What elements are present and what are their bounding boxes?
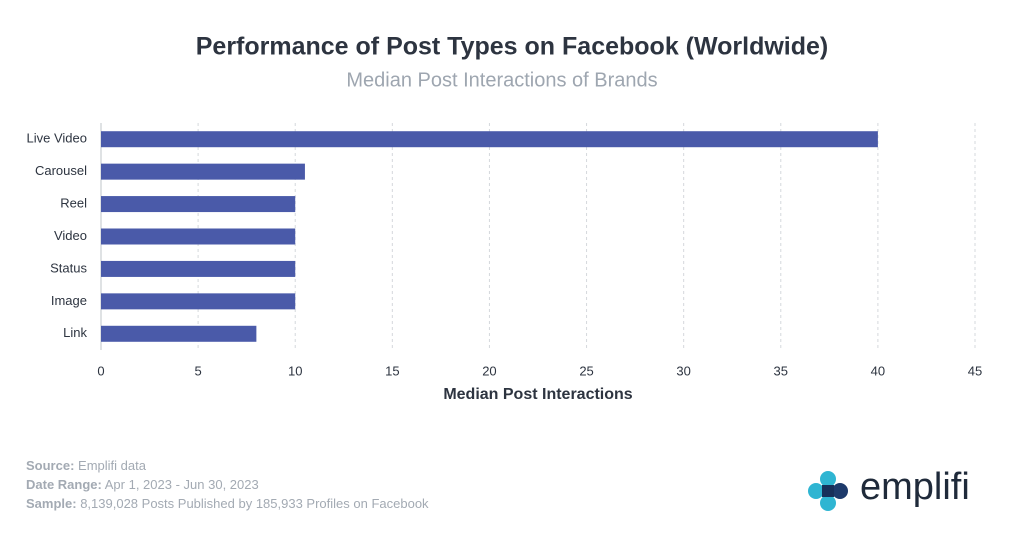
bar [101, 196, 296, 213]
y-tick-label: Carousel [35, 163, 87, 178]
bar [101, 228, 296, 245]
x-tick-label: 20 [482, 363, 496, 378]
x-axis-label: Median Post Interactions [443, 386, 632, 403]
footer-value: 8,139,028 Posts Published by 185,933 Pro… [80, 496, 429, 511]
y-tick-label: Status [50, 260, 87, 275]
footer-value: Apr 1, 2023 - Jun 30, 2023 [105, 477, 259, 492]
footer-label: Date Range: [26, 477, 102, 492]
footer-source: Source: Emplifi data [26, 458, 147, 473]
bar [101, 293, 296, 310]
bar [101, 260, 296, 277]
y-tick-label: Live Video [27, 131, 87, 146]
bar [101, 325, 257, 342]
footer-sample: Sample: 8,139,028 Posts Published by 185… [26, 496, 429, 511]
x-tick-label: 30 [676, 363, 690, 378]
footer-date-range: Date Range: Apr 1, 2023 - Jun 30, 2023 [26, 477, 259, 492]
chart-subtitle: Median Post Interactions of Brands [346, 69, 657, 91]
footer-value: Emplifi data [78, 458, 147, 473]
x-tick-label: 25 [579, 363, 593, 378]
y-tick-label: Image [51, 293, 87, 308]
chart-title: Performance of Post Types on Facebook (W… [196, 33, 829, 61]
x-tick-label: 5 [194, 363, 201, 378]
x-tick-label: 10 [288, 363, 302, 378]
footer-label: Source: [26, 458, 74, 473]
x-tick-label: 0 [97, 363, 104, 378]
logo-text: emplifi [860, 466, 970, 508]
y-tick-label: Link [63, 325, 87, 340]
y-tick-label: Reel [60, 196, 87, 211]
bar [101, 163, 305, 180]
footer-label: Sample: [26, 496, 77, 511]
x-tick-label: 15 [385, 363, 399, 378]
logo-icon [808, 471, 848, 511]
x-tick-label: 45 [968, 363, 982, 378]
y-tick-label: Video [54, 228, 87, 243]
bar [101, 131, 878, 148]
x-tick-label: 35 [774, 363, 788, 378]
x-tick-label: 40 [871, 363, 885, 378]
